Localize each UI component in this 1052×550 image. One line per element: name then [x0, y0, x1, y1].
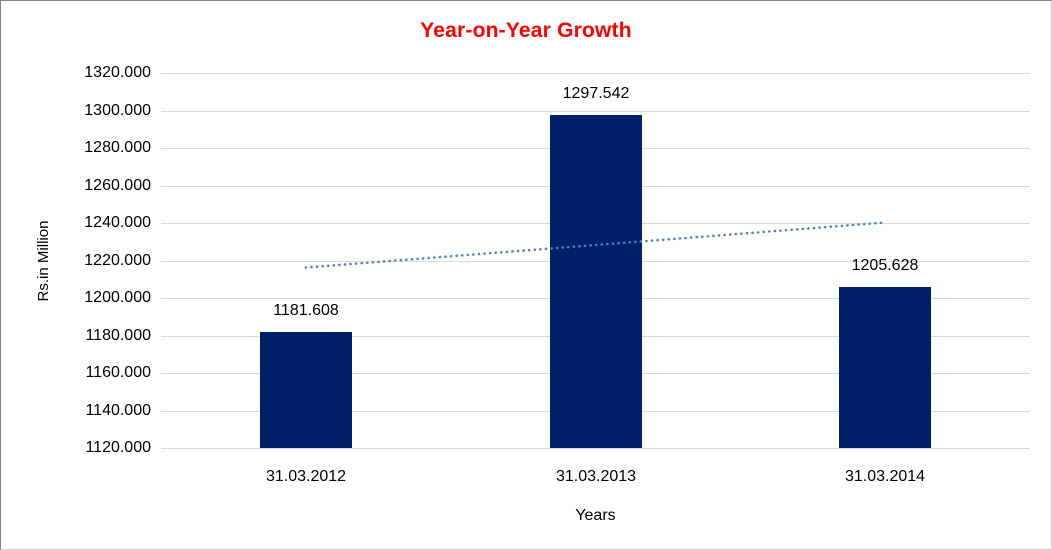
- y-tick-label: 1160.000: [85, 364, 151, 381]
- y-tick-label: 1260.000: [84, 177, 151, 194]
- y-tick-label: 1300.000: [84, 102, 151, 119]
- y-tick-label: 1120.000: [85, 439, 151, 456]
- x-tick-label: 31.03.2013: [555, 468, 637, 485]
- bar: [839, 287, 931, 448]
- bar-value-label: 1297.542: [562, 85, 630, 102]
- y-tick-label: 1240.000: [84, 214, 151, 231]
- x-tick-label: 31.03.2014: [844, 468, 926, 485]
- x-tick-label: 31.03.2012: [265, 468, 347, 485]
- gridline: [161, 73, 1030, 74]
- y-tick-label: 1200.000: [84, 289, 151, 306]
- y-tick-label: 1140.000: [85, 402, 151, 419]
- y-tick-label: 1220.000: [84, 252, 151, 269]
- bar: [550, 115, 642, 448]
- gridline: [161, 111, 1030, 112]
- x-axis-title: Years: [575, 507, 616, 524]
- chart-title: Year-on-Year Growth: [420, 19, 632, 42]
- bar: [260, 332, 352, 448]
- bar-value-label: 1181.608: [273, 302, 339, 319]
- y-tick-label: 1280.000: [84, 139, 151, 156]
- gridline: [161, 448, 1030, 449]
- y-tick-label: 1180.000: [85, 327, 151, 344]
- bar-value-label: 1205.628: [851, 257, 919, 274]
- y-tick-label: 1320.000: [84, 64, 151, 81]
